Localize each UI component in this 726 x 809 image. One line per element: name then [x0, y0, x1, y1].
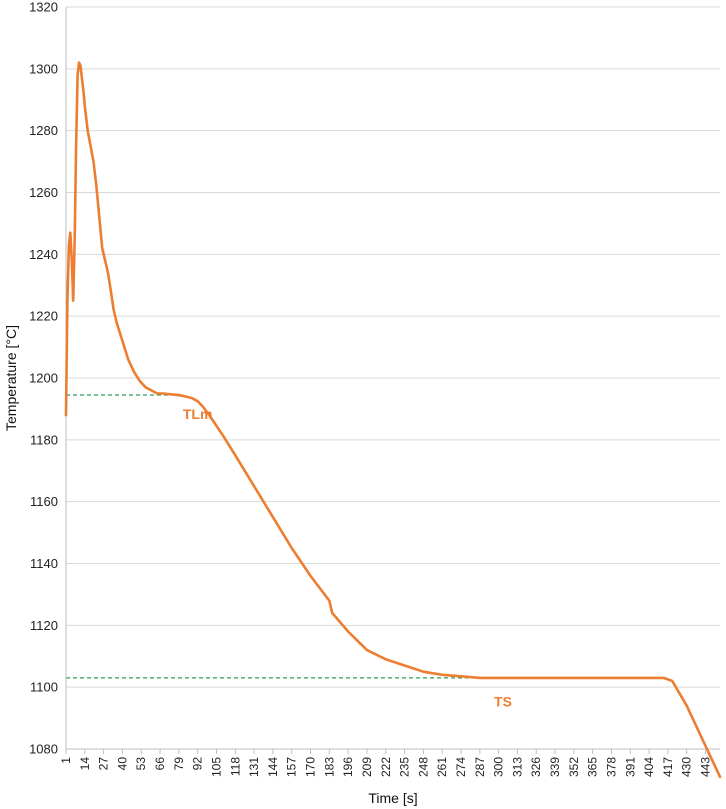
annotation-label: TLm: [183, 406, 213, 422]
x-axis-title: Time [s]: [368, 790, 417, 806]
y-tick-label: 1260: [29, 185, 58, 200]
y-tick-label: 1180: [30, 432, 58, 447]
x-tick-label: 183: [322, 757, 336, 777]
x-tick-label: 300: [492, 757, 506, 777]
x-tick-label: 404: [642, 757, 656, 777]
reference-lines: [66, 394, 499, 679]
y-tick-label: 1300: [29, 61, 58, 76]
x-tick-label: 53: [134, 757, 148, 771]
annotations: TLm TS: [183, 406, 512, 710]
y-tick-label: 1140: [30, 556, 58, 571]
x-tick-label: 157: [285, 757, 299, 777]
x-tick-label: 79: [172, 757, 186, 771]
series-layer: [64, 61, 722, 779]
y-tick-label: 1220: [29, 309, 58, 324]
x-tick-label: 313: [510, 757, 524, 777]
x-tick-label: 131: [247, 757, 261, 777]
x-tick-label: 118: [228, 757, 242, 776]
y-axis-ticks: 1080 1100 1120 1140 1160 1180 1200 1220 1240 1260…: [29, 0, 58, 757]
x-tick-label: 430: [680, 757, 694, 777]
x-tick-label: 92: [191, 757, 205, 771]
x-tick-label: 248: [416, 757, 430, 777]
x-tick-label: 417: [661, 757, 675, 777]
x-tick-label: 14: [78, 757, 92, 771]
x-tick-label: 326: [529, 757, 543, 777]
x-tick-label: 196: [341, 757, 355, 777]
x-tick-label: 352: [567, 757, 581, 777]
gridlines: [66, 6, 720, 750]
y-tick-label: 1160: [30, 494, 58, 509]
x-tick-label: 170: [304, 757, 318, 777]
x-tick-label: 274: [454, 757, 468, 777]
x-tick-label: 339: [548, 757, 562, 777]
annotation-label: TS: [494, 693, 512, 709]
y-tick-label: 1120: [30, 618, 58, 633]
x-tick-label: 27: [97, 757, 111, 771]
x-tick-label: 391: [623, 757, 637, 777]
y-tick-label: 1200: [29, 371, 58, 386]
x-tick-label: 365: [586, 757, 600, 777]
x-tick-label: 1: [59, 757, 73, 764]
y-tick-label: 1100: [30, 680, 58, 695]
x-tick-label: 66: [153, 757, 167, 771]
temperature-series-line: [64, 61, 722, 779]
x-tick-label: 261: [435, 757, 449, 777]
y-tick-label: 1320: [29, 0, 58, 15]
x-tick-label: 443: [699, 757, 713, 777]
x-tick-label: 378: [604, 757, 618, 777]
x-tick-label: 287: [473, 757, 487, 777]
y-tick-label: 1280: [29, 123, 58, 138]
x-tick-label: 105: [209, 757, 223, 777]
x-axis-ticks: 1 14 27 40 53 66 79 92 105 118 131 144 157 170 183 196 2…: [59, 749, 713, 777]
y-axis-title: Temperature [°C]: [3, 325, 19, 431]
x-tick-label: 40: [115, 757, 129, 771]
x-tick-label: 144: [266, 757, 280, 777]
x-tick-label: 235: [398, 757, 412, 777]
x-tick-label: 222: [379, 757, 393, 777]
y-tick-label: 1240: [29, 247, 58, 262]
x-tick-label: 209: [360, 757, 374, 777]
y-tick-label: 1080: [29, 742, 58, 757]
